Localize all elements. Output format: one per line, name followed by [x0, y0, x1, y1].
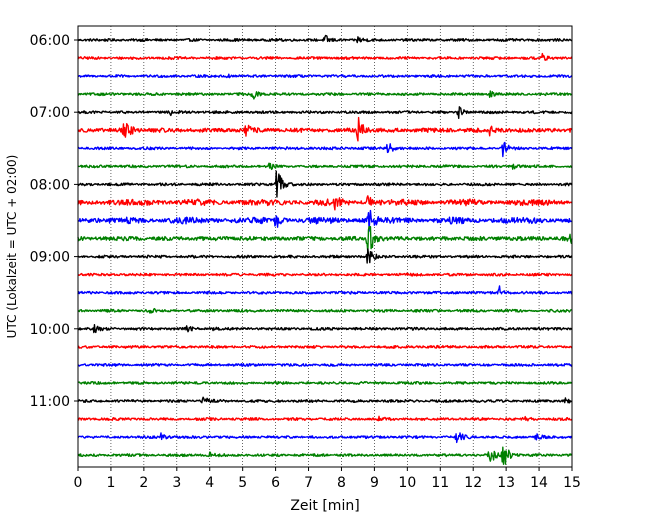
x-tick-label: 10 — [398, 475, 416, 491]
trace-series — [77, 34, 573, 465]
x-tick-label: 1 — [106, 475, 115, 491]
trace-line — [77, 225, 573, 254]
y-tick-label: 11:00 — [30, 394, 70, 410]
y-tick-label: 10:00 — [30, 322, 70, 338]
trace-line — [77, 90, 573, 100]
x-tick-label: 7 — [304, 475, 313, 491]
trace-line — [77, 162, 573, 171]
trace-line — [77, 73, 573, 79]
x-tick-label: 0 — [74, 475, 83, 491]
y-tick-label: 09:00 — [30, 250, 70, 266]
x-tick-label: 5 — [238, 475, 247, 491]
y-axis-ticks: 06:00 07:00 08:00 09:00 10:00 11:00 — [30, 33, 78, 410]
x-tick-label: 11 — [431, 475, 449, 491]
trace-line — [77, 362, 573, 367]
trace-line — [77, 272, 573, 277]
x-tick-label: 6 — [271, 475, 280, 491]
trace-line — [77, 432, 573, 444]
x-tick-label: 2 — [139, 475, 148, 491]
x-tick-label: 8 — [337, 475, 346, 491]
x-tick-label: 9 — [370, 475, 379, 491]
trace-line — [77, 248, 573, 264]
trace-line — [77, 34, 573, 44]
trace-line — [77, 52, 573, 61]
x-axis-ticks: 0 1 2 3 4 5 6 7 8 9 10 11 12 13 14 15 — [74, 467, 581, 491]
y-tick-label: 07:00 — [30, 105, 70, 121]
trace-line — [77, 141, 573, 158]
x-tick-label: 14 — [530, 475, 548, 491]
trace-line — [77, 323, 573, 334]
y-tick-label: 06:00 — [30, 33, 70, 49]
trace-line — [77, 415, 573, 422]
x-tick-label: 15 — [563, 475, 581, 491]
x-tick-label: 3 — [172, 475, 181, 491]
y-axis-label: UTC (Lokalzeit = UTC + 02:00) — [5, 155, 19, 339]
trace-line — [77, 380, 573, 385]
trace-line — [77, 344, 573, 349]
trace-line — [77, 285, 573, 295]
y-tick-label: 08:00 — [30, 177, 70, 193]
trace-line — [77, 170, 573, 198]
x-tick-label: 12 — [464, 475, 482, 491]
trace-line — [77, 396, 573, 404]
trace-line — [77, 446, 573, 465]
trace-line — [77, 116, 573, 142]
trace-line — [77, 106, 573, 120]
x-tick-label: 4 — [205, 475, 214, 491]
trace-line — [77, 195, 573, 211]
trace-line — [77, 307, 573, 314]
x-tick-label: 13 — [497, 475, 515, 491]
trace-line — [77, 209, 573, 232]
plot-frame — [77, 25, 573, 468]
x-axis-label: Zeit [min] — [290, 498, 359, 514]
